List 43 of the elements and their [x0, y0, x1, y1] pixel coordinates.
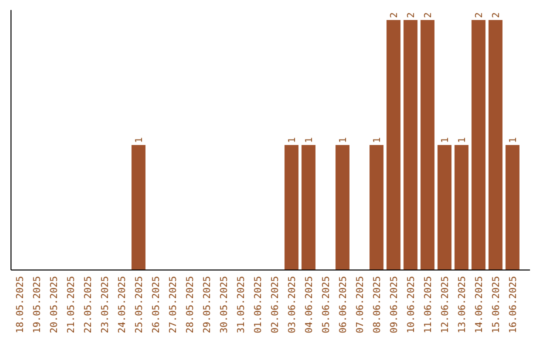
- x-tick-label: 28.05.2025: [185, 276, 196, 334]
- x-tick-label: 12.06.2025: [440, 276, 451, 334]
- x-tick-label: 06.06.2025: [338, 276, 349, 334]
- data-label: 1: [338, 137, 349, 143]
- data-label: 2: [491, 12, 502, 18]
- data-label: 2: [423, 12, 434, 18]
- data-label: 1: [508, 137, 519, 143]
- data-label: 1: [372, 137, 383, 143]
- x-tick-label: 22.05.2025: [83, 276, 94, 334]
- x-tick-label: 18.05.2025: [15, 276, 26, 334]
- x-tick-label: 15.06.2025: [491, 276, 502, 334]
- x-tick-label: 08.06.2025: [372, 276, 383, 334]
- data-label: 1: [457, 137, 468, 143]
- x-tick-label: 04.06.2025: [304, 276, 315, 334]
- x-tick-label: 21.05.2025: [66, 276, 77, 334]
- x-tick-label: 10.06.2025: [406, 276, 417, 334]
- x-tick-label: 23.05.2025: [100, 276, 111, 334]
- x-tick-label: 25.05.2025: [134, 276, 145, 334]
- x-tick-label: 01.06.2025: [253, 276, 264, 334]
- x-tick-label: 29.05.2025: [202, 276, 213, 334]
- x-tick-label: 14.06.2025: [474, 276, 485, 334]
- x-tick-label: 09.06.2025: [389, 276, 400, 334]
- data-label: 2: [406, 12, 417, 18]
- data-label: 2: [474, 12, 485, 18]
- x-tick-label: 20.05.2025: [49, 276, 60, 334]
- x-tick-label: 02.06.2025: [270, 276, 281, 334]
- x-tick-label: 27.05.2025: [168, 276, 179, 334]
- x-tick-label: 03.06.2025: [287, 276, 298, 334]
- x-tick-label: 26.05.2025: [151, 276, 162, 334]
- x-tick-label: 19.05.2025: [32, 276, 43, 334]
- data-label: 1: [287, 137, 298, 143]
- x-tick-label: 07.06.2025: [355, 276, 366, 334]
- x-tick-label: 13.06.2025: [457, 276, 468, 334]
- x-tick-label: 16.06.2025: [508, 276, 519, 334]
- data-label: 2: [389, 12, 400, 18]
- data-label: 1: [440, 137, 451, 143]
- data-label: 1: [304, 137, 315, 143]
- x-tick-label: 30.05.2025: [219, 276, 230, 334]
- data-label: 1: [134, 137, 145, 143]
- x-tick-label: 31.05.2025: [236, 276, 247, 334]
- x-tick-label: 24.05.2025: [117, 276, 128, 334]
- x-tick-label: 11.06.2025: [423, 276, 434, 334]
- x-tick-label: 05.06.2025: [321, 276, 332, 334]
